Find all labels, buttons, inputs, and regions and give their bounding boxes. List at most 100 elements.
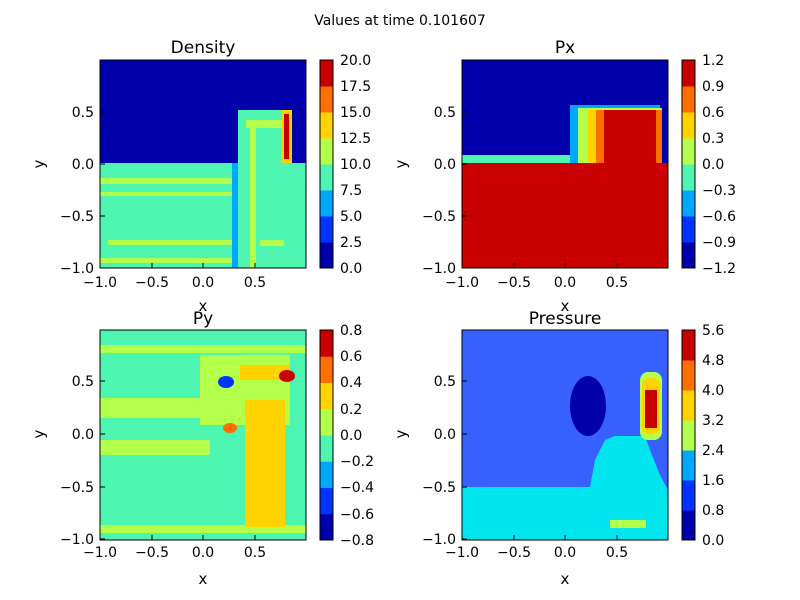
colorbar-band bbox=[682, 510, 695, 541]
colorbar-tick-label: −0.6 bbox=[340, 507, 374, 523]
colorbar-tick-label: 0.9 bbox=[702, 79, 724, 95]
x-tick-label: 0.0 bbox=[192, 545, 214, 561]
y-axis: −1.0 −0.5 0.0 0.5 y bbox=[30, 374, 105, 548]
heat-spot bbox=[610, 520, 646, 528]
x-tick-label: −0.5 bbox=[135, 545, 169, 561]
colorbar-tick-label: 0.0 bbox=[340, 428, 362, 444]
y-tick-label: −0.5 bbox=[60, 480, 94, 496]
colorbar-band bbox=[320, 330, 333, 357]
colorbar-tick-label: −0.9 bbox=[702, 235, 736, 251]
colorbar-frame bbox=[681, 59, 696, 269]
colorbar-tick-label: 0.6 bbox=[702, 105, 724, 121]
heat-stripe bbox=[108, 240, 232, 245]
colorbar-tick-label: 17.5 bbox=[340, 79, 371, 95]
colorbar-tick-label: 1.6 bbox=[702, 473, 724, 489]
y-axis: −1.0 −0.5 0.0 0.5 y bbox=[30, 105, 105, 277]
heat-region-low bbox=[570, 376, 606, 436]
heat-stripe bbox=[100, 192, 232, 196]
heat-peak bbox=[284, 114, 289, 159]
y-tick-label: 0.0 bbox=[434, 157, 456, 173]
colorbar-band bbox=[320, 242, 333, 269]
x-axis: −1.0 −0.5 0.0 0.5 x bbox=[445, 263, 628, 315]
y-axis-label: y bbox=[392, 159, 410, 168]
colorbar-band bbox=[682, 216, 695, 243]
colorbar-band bbox=[320, 382, 333, 410]
colorbar-tick-label: 0.4 bbox=[340, 375, 362, 391]
panel-title: Py bbox=[193, 309, 213, 329]
heatmap-area bbox=[462, 330, 668, 540]
heat-peak bbox=[645, 390, 657, 428]
panel-px: Px −1.0 −0.5 0.0 0.5 x bbox=[392, 38, 736, 315]
panel-title: Pressure bbox=[529, 309, 602, 329]
y-axis-label: y bbox=[30, 429, 48, 438]
y-tick-label: −1.0 bbox=[60, 261, 94, 277]
panel-pressure: Pressure −1.0 −0.5 0.0 0.5 x bbox=[392, 309, 724, 588]
y-axis: −1.0 −0.5 0.0 0.5 y bbox=[392, 374, 467, 548]
x-tick-label: 0.0 bbox=[554, 545, 576, 561]
y-tick-label: −1.0 bbox=[60, 532, 94, 548]
colorbar: 0.0 2.5 5.0 7.5 10.0 12.5 15.0 17.5 20.0 bbox=[319, 53, 371, 277]
colorbar-tick-label: −1.2 bbox=[702, 261, 736, 277]
colorbar-band bbox=[682, 360, 695, 391]
y-tick-label: 0.0 bbox=[434, 427, 456, 443]
colorbar-band bbox=[320, 408, 333, 436]
colorbar-band bbox=[682, 330, 695, 361]
heat-region-high bbox=[245, 400, 285, 527]
colorbar-band bbox=[682, 190, 695, 217]
colorbar-band bbox=[320, 216, 333, 243]
colorbar-bands bbox=[682, 60, 695, 269]
y-tick-label: 0.0 bbox=[72, 157, 94, 173]
heat-stripe bbox=[100, 178, 232, 184]
colorbar-tick-label: 12.5 bbox=[340, 131, 371, 147]
colorbar-band bbox=[320, 513, 333, 541]
colorbar-bands bbox=[320, 330, 333, 541]
colorbar-frame bbox=[319, 329, 334, 541]
colorbar-band bbox=[320, 112, 333, 139]
colorbar-band bbox=[682, 164, 695, 191]
colorbar-tick-label: 0.6 bbox=[340, 349, 362, 365]
y-axis-label: y bbox=[30, 159, 48, 168]
colorbar-tick-label: 20.0 bbox=[340, 53, 371, 69]
heat-band-edge bbox=[462, 155, 582, 163]
colorbar-band bbox=[682, 420, 695, 451]
colorbar-tick-label: 15.0 bbox=[340, 105, 371, 121]
y-tick-label: 0.5 bbox=[72, 374, 94, 390]
x-tick-label: 0.0 bbox=[192, 275, 214, 291]
x-tick-label: −1.0 bbox=[83, 545, 117, 561]
x-tick-label: −0.5 bbox=[497, 545, 531, 561]
colorbar-band bbox=[682, 390, 695, 421]
x-tick-label: 0.5 bbox=[606, 545, 628, 561]
colorbar-band bbox=[320, 60, 333, 87]
colorbar-bands bbox=[682, 330, 695, 541]
x-tick-label: 0.0 bbox=[554, 275, 576, 291]
y-tick-label: 0.5 bbox=[434, 374, 456, 390]
heatmap-area bbox=[462, 60, 668, 268]
colorbar-band bbox=[320, 435, 333, 462]
y-axis: −1.0 −0.5 0.0 0.5 y bbox=[392, 105, 467, 277]
colorbar-frame bbox=[319, 59, 334, 269]
colorbar-tick-label: 4.8 bbox=[702, 353, 724, 369]
x-tick-label: −1.0 bbox=[445, 545, 479, 561]
colorbar-tick-label: 2.5 bbox=[340, 235, 362, 251]
colorbar-tick-label: 4.0 bbox=[702, 383, 724, 399]
colorbar-band bbox=[682, 242, 695, 269]
heat-stripe bbox=[246, 120, 286, 128]
panel-title: Px bbox=[555, 38, 575, 58]
colorbar-band bbox=[682, 112, 695, 139]
heat-stripe bbox=[100, 345, 306, 353]
colorbar-tick-label: −0.8 bbox=[340, 533, 374, 549]
colorbar-frame bbox=[681, 329, 696, 541]
colorbar-band bbox=[320, 138, 333, 165]
x-axis-label: x bbox=[199, 297, 208, 315]
y-tick-label: 0.5 bbox=[434, 105, 456, 121]
heat-region-high bbox=[240, 365, 290, 380]
colorbar-band bbox=[320, 356, 333, 383]
colorbar-tick-label: 0.2 bbox=[340, 402, 362, 418]
colorbar-tick-label: 5.6 bbox=[702, 323, 724, 339]
colorbar-tick-label: 5.0 bbox=[340, 209, 362, 225]
x-axis-label: x bbox=[561, 570, 570, 588]
y-tick-label: −0.5 bbox=[422, 480, 456, 496]
panel-title: Density bbox=[171, 38, 236, 58]
colorbar-tick-label: 2.4 bbox=[702, 443, 724, 459]
